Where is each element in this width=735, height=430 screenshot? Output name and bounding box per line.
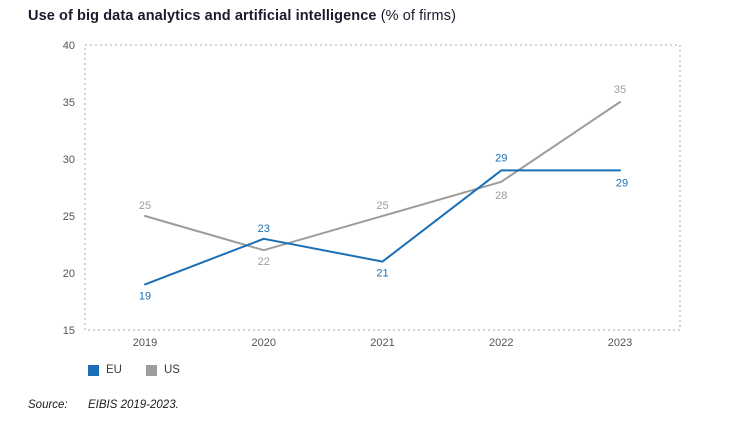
source-line: Source: EIBIS 2019-2023. (28, 399, 179, 411)
eu-value-label: 23 (258, 223, 270, 235)
eu-legend-label: EU (106, 364, 122, 376)
x-tick-label: 2022 (489, 337, 513, 349)
eu-value-label: 29 (616, 177, 628, 189)
y-tick-label: 30 (63, 154, 75, 166)
source-label: Source: (28, 399, 68, 411)
plot-border (84, 44, 681, 331)
us-value-label: 25 (139, 200, 151, 212)
eu-line (144, 169, 621, 286)
legend: EU US (88, 364, 180, 376)
us-line (144, 101, 621, 252)
us-value-label: 28 (495, 190, 507, 202)
us-legend-swatch (145, 364, 157, 376)
chart-svg: 15 20 25 30 35 40 2019 2020 2021 2022 2023 19 23 21 29… (63, 40, 681, 349)
chart-title: Use of big data analytics and artificial… (28, 8, 456, 24)
us-legend-label: US (163, 364, 180, 376)
us-value-label: 25 (376, 200, 388, 212)
x-tick-label: 2020 (252, 337, 276, 349)
eu-legend-swatch (88, 364, 99, 376)
us-value-label: 35 (614, 84, 626, 96)
eu-value-label: 29 (495, 152, 507, 164)
eu-value-label: 19 (139, 290, 151, 302)
y-tick-label: 40 (63, 40, 75, 52)
y-tick-label: 20 (63, 268, 75, 280)
eu-value-label: 21 (376, 268, 388, 280)
x-tick-label: 2021 (370, 337, 394, 349)
us-value-label: 22 (258, 256, 270, 268)
y-tick-label: 35 (63, 97, 75, 109)
x-tick-label: 2023 (608, 337, 632, 349)
x-tick-label: 2019 (133, 337, 157, 349)
chart-title-suffix: (% of firms) (376, 8, 457, 24)
legend-item-eu: EU (88, 364, 122, 376)
chart-title-main: Use of big data analytics and artificial… (28, 8, 377, 24)
y-tick-label: 25 (63, 211, 75, 223)
y-tick-label: 15 (63, 325, 75, 337)
source-text: EIBIS 2019-2023. (88, 399, 179, 411)
legend-item-us: US (145, 364, 180, 376)
